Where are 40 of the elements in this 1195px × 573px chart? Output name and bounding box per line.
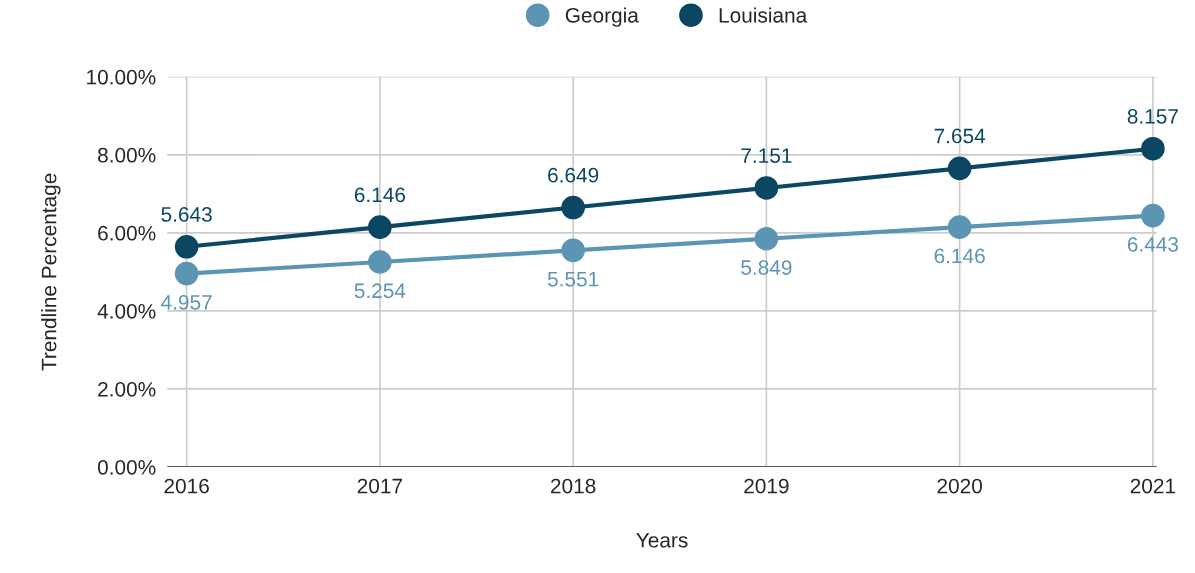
data-label: 6.443 — [1127, 236, 1179, 252]
data-label: 6.649 — [548, 167, 599, 183]
y-tick-label: 0.00% — [97, 460, 156, 475]
x-tick-label: 2018 — [551, 478, 596, 494]
data-label: 8.157 — [1127, 108, 1178, 124]
legend-label: Georgia — [565, 7, 639, 27]
data-label: 7.151 — [741, 148, 792, 163]
data-label: 5.551 — [547, 272, 599, 287]
x-tick-label: 2019 — [744, 478, 789, 494]
point — [754, 176, 779, 200]
x-axis-title: Years — [636, 533, 688, 548]
point — [174, 261, 199, 286]
point — [561, 195, 585, 220]
point — [174, 234, 199, 259]
legend-label: Louisiana — [719, 7, 808, 23]
y-tick-label: 8.00% — [98, 147, 156, 163]
data-label: 6.146 — [354, 187, 406, 203]
data-label: 6.146 — [934, 248, 985, 264]
x-tick-label: 2021 — [1130, 478, 1176, 494]
point — [754, 226, 779, 251]
y-tick-label: 10.00% — [87, 69, 156, 85]
point — [947, 156, 972, 181]
point — [1141, 203, 1165, 228]
point — [947, 215, 972, 239]
y-axis-title: Trendline Percentage — [41, 173, 61, 371]
y-tick-label: 6.00% — [98, 225, 156, 241]
point — [368, 250, 392, 274]
point — [1141, 136, 1165, 161]
data-label: 7.654 — [934, 128, 986, 144]
data-label: 5.643 — [161, 207, 212, 222]
y-tick-label: 4.00% — [97, 303, 156, 319]
x-tick-label: 2017 — [357, 478, 403, 494]
data-label: 5.254 — [354, 283, 406, 299]
x-tick-label: 2016 — [164, 478, 209, 494]
point — [368, 215, 392, 239]
data-label: 5.849 — [741, 260, 792, 275]
y-tick-label: 2.00% — [98, 381, 156, 397]
point — [561, 238, 585, 263]
data-label: 4.957 — [161, 294, 212, 310]
x-tick-label: 2020 — [937, 478, 982, 494]
